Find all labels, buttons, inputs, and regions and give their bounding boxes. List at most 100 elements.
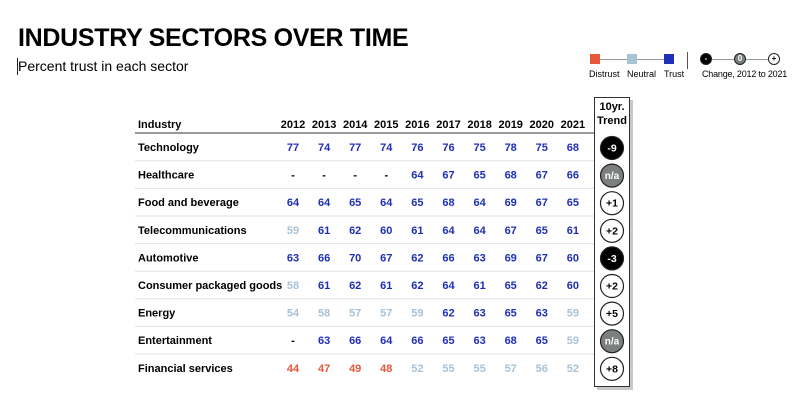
value-cell: 62 (411, 252, 423, 264)
value-cell: 74 (318, 142, 331, 154)
value-cell: 68 (442, 197, 454, 209)
value-cell: 65 (505, 280, 517, 292)
text-cursor (17, 58, 18, 75)
trend-circle (599, 329, 625, 354)
value-cell: 47 (318, 363, 330, 375)
trend-circle (599, 356, 625, 381)
trend-circle (599, 163, 625, 188)
chart-subtitle: Percent trust in each sector (18, 58, 189, 74)
value-cell: 65 (411, 197, 423, 209)
value-cell: 67 (505, 225, 517, 237)
value-cell: 56 (536, 363, 548, 375)
trend-value: -3 (607, 253, 616, 265)
industry-label: Automotive (138, 252, 199, 264)
value-cell: - (353, 170, 357, 182)
value-cell: 52 (411, 363, 423, 375)
value-cell: - (322, 170, 326, 182)
legend-trust-swatch (664, 54, 674, 64)
value-cell: 77 (287, 142, 299, 154)
value-cell: 65 (536, 335, 548, 347)
trend-circle (599, 246, 625, 271)
trend-circle (599, 273, 625, 299)
industry-label: Entertainment (138, 335, 212, 347)
value-cell: 64 (473, 225, 486, 237)
value-cell: 62 (349, 280, 361, 292)
value-cell: 59 (411, 308, 423, 320)
value-cell: 65 (567, 197, 579, 209)
industry-label: Energy (138, 308, 176, 320)
value-cell: 63 (473, 308, 485, 320)
trend-header-line2: Trend (597, 115, 627, 127)
value-cell: - (384, 170, 388, 182)
value-cell: 65 (536, 225, 548, 237)
value-cell: 64 (287, 197, 300, 209)
value-cell: 64 (473, 197, 486, 209)
value-cell: 67 (536, 170, 548, 182)
trend-circle (599, 218, 625, 243)
value-cell: 66 (318, 252, 330, 264)
value-cell: 63 (536, 308, 548, 320)
value-cell: 65 (349, 197, 361, 209)
value-cell: 70 (349, 252, 361, 264)
column-header-2021: 2021 (561, 119, 585, 131)
value-cell: 75 (536, 142, 548, 154)
value-cell: 76 (411, 142, 423, 154)
industry-label: Food and beverage (138, 197, 239, 209)
row-header-label: Industry (138, 119, 182, 131)
value-cell: 64 (318, 197, 331, 209)
value-cell: 61 (411, 225, 423, 237)
value-cell: 65 (473, 170, 485, 182)
chart-title: INDUSTRY SECTORS OVER TIME (18, 24, 409, 52)
value-cell: 66 (411, 335, 423, 347)
industry-label: Financial services (138, 363, 233, 375)
value-cell: 66 (349, 335, 361, 347)
value-cell: 59 (287, 225, 299, 237)
legend-separator (687, 52, 688, 69)
legend-neutral-swatch (627, 54, 637, 64)
value-cell: 59 (567, 308, 579, 320)
value-cell: 67 (536, 252, 548, 264)
column-header-2018: 2018 (467, 119, 491, 131)
value-cell: 67 (442, 170, 454, 182)
value-cell: 64 (380, 335, 393, 347)
trend-circle (599, 135, 625, 161)
value-cell: 62 (536, 280, 548, 292)
trend-value: n/a (605, 171, 620, 182)
value-cell: 61 (318, 225, 330, 237)
trend-circle (599, 191, 625, 216)
legend-change-zero-icon: 0 (734, 53, 746, 65)
legend-change-label: Change, 2012 to 2021 (702, 69, 788, 79)
value-cell: 58 (318, 308, 330, 320)
value-cell: 61 (380, 280, 392, 292)
value-cell: 61 (473, 280, 485, 292)
column-header-2013: 2013 (312, 119, 336, 131)
value-cell: 64 (411, 170, 424, 182)
value-cell: 68 (567, 142, 579, 154)
value-cell: 49 (349, 363, 361, 375)
legend-change-negative-icon: - (700, 53, 712, 65)
value-cell: 54 (287, 308, 300, 320)
value-cell: 60 (567, 280, 579, 292)
value-cell: 59 (567, 335, 579, 347)
column-header-2014: 2014 (343, 119, 368, 131)
value-cell: 76 (442, 142, 454, 154)
value-cell: 78 (505, 142, 517, 154)
trend-circle (599, 301, 625, 326)
value-cell: 57 (349, 308, 361, 320)
column-header-2015: 2015 (374, 119, 398, 131)
trend-value: -9 (607, 143, 616, 155)
value-cell: 57 (505, 363, 517, 375)
trend-value: +8 (606, 363, 618, 375)
value-cell: 64 (442, 225, 455, 237)
value-cell: 58 (287, 280, 299, 292)
value-cell: 63 (473, 252, 485, 264)
value-cell: 52 (567, 363, 579, 375)
value-cell: 74 (380, 142, 393, 154)
column-header-2017: 2017 (436, 119, 460, 131)
column-header-2019: 2019 (498, 119, 522, 131)
value-cell: 57 (380, 308, 392, 320)
industry-label: Healthcare (138, 170, 194, 182)
value-cell: 77 (349, 142, 361, 154)
trend-value: +2 (606, 225, 618, 237)
